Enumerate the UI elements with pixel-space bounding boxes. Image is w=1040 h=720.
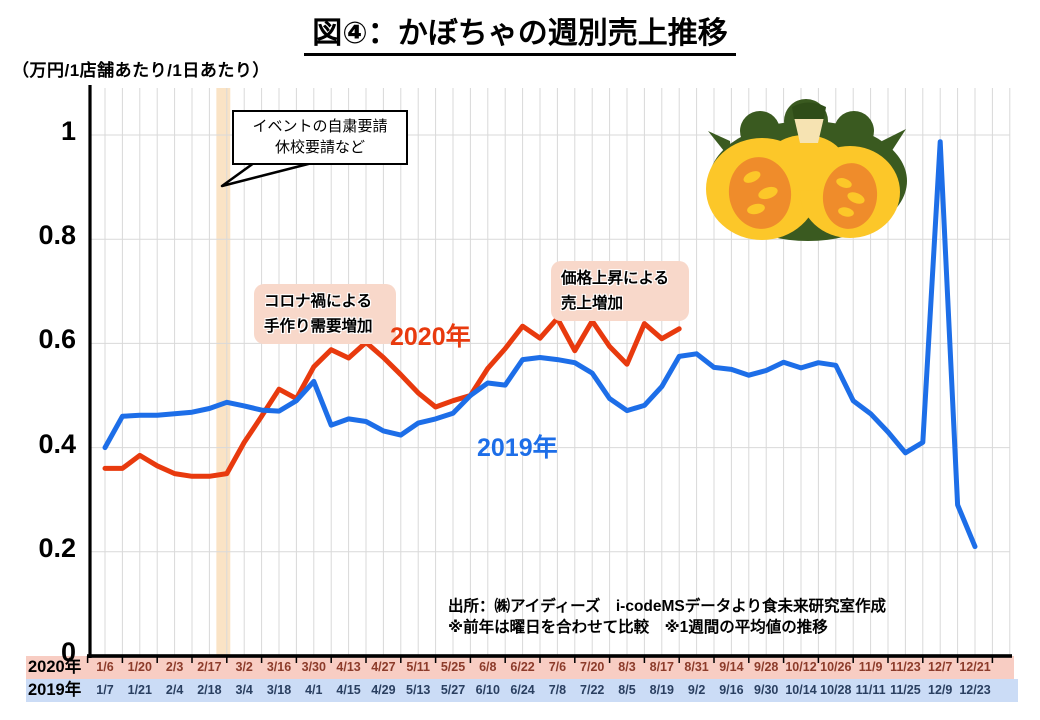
x-date-label-2020年: 10/26 [820,660,852,674]
annotation-corona-demand: コロナ禍による 手作り需要増加 [254,284,396,345]
x-date-label-2020年: 11/23 [890,660,921,674]
x-date-label-2019年: 3/4 [235,683,253,697]
y-tick-label: 0.6 [38,324,76,355]
x-axis-row-label-2019: 2019年 [28,681,82,699]
x-date-label-2020年: 1/20 [127,660,152,674]
x-axis-dates-2019: 1/7 1/21 2/4 2/18 3/4 3/18 4/1 4/15 4/29 5/13 5/27… [0,679,1040,702]
x-date-label-2019年: 11/11 [855,683,886,697]
y-tick-label: 1 [60,116,76,146]
x-axis-strip-2020 [26,656,1014,679]
series-line-2020年 [102,315,682,479]
event-callout-line1: イベントの自粛要請 [252,118,388,135]
page-title-text: 図④：かぼちゃの週別売上推移 [304,17,736,56]
x-date-label-2020年: 10/12 [785,660,817,674]
annotation-corona-line1: コロナ禍による [264,293,373,310]
x-date-label-2020年: 5/25 [440,660,466,674]
annotation-price-line2: 売上増加 [561,295,624,313]
pumpkin-icon [706,99,907,241]
annotation-price-line1: 価格上昇による [561,270,670,287]
x-date-label-2020年: 12/21 [959,660,991,674]
x-date-label-2019年: 9/2 [687,683,706,697]
x-date-label-2019年: 10/14 [785,683,817,697]
x-axis-row-label-2020: 2020年 [28,658,82,676]
source-note: 出所：㈱アイディーズ i-codeMSデータより食未来研究室作成 ※前年は曜日を… [448,597,886,639]
y-tick-label: 0.4 [38,428,76,459]
x-date-label-2019年: 10/28 [820,683,852,697]
y-tick-label: 0.2 [38,532,76,563]
x-date-label-2020年: 11/9 [858,660,883,674]
x-date-label-2019年: 6/10 [475,683,500,697]
axes [86,85,1012,663]
event-callout-line2: 休校要請など [274,139,365,156]
annotation-corona-line2: 手作り需要増加 [264,318,373,336]
x-date-label-2019年: 1/21 [127,683,152,697]
x-date-label-2020年: 9/28 [754,660,779,674]
x-date-label-2020年: 4/13 [336,660,361,674]
event-highlight-band [216,88,231,656]
x-date-label-2020年: 3/30 [301,660,326,674]
x-date-label-2019年: 3/18 [266,683,292,697]
annotation-price-increase: 価格上昇による 売上増加 [551,261,689,322]
series-line-2019年 [102,139,978,550]
x-date-label-2019年: 5/27 [440,683,466,697]
x-date-label-2020年: 8/17 [649,660,674,674]
x-date-label-2020年: 4/27 [371,660,396,674]
x-date-label-2019年: 11/25 [890,683,921,697]
x-date-label-2019年: 2/18 [197,683,222,697]
source-line1: 出所：㈱アイディーズ i-codeMSデータより食未来研究室作成 [448,598,886,615]
x-date-label-2019年: 8/5 [618,683,636,697]
x-date-label-2019年: 5/13 [406,683,431,697]
y-axis-unit-label: （万円/1店舗あたり/1日あたり） [12,61,270,80]
x-date-label-2020年: 7/20 [580,660,605,674]
x-date-label-2020年: 3/2 [235,660,253,674]
x-date-label-2020年: 9/14 [719,660,744,674]
x-date-label-2020年: 12/7 [928,660,953,674]
x-date-label-2019年: 4/15 [336,683,361,697]
source-line2: ※前年は曜日を合わせて比較 ※1週間の平均値の推移 [448,618,828,636]
x-date-label-2019年: 8/19 [649,683,674,697]
x-date-label-2019年: 9/30 [754,683,779,697]
series-label-2020: 2020年 [390,323,471,351]
x-date-label-2019年: 12/9 [928,683,953,697]
x-date-label-2019年: 4/29 [371,683,396,697]
x-date-label-2019年: 6/24 [510,683,535,697]
x-date-label-2020年: 3/16 [266,660,292,674]
x-date-label-2019年: 4/1 [305,683,323,697]
series-label-2019: 2019年 [477,434,558,462]
pumpkin-illustration [706,99,907,241]
x-date-label-2019年: 7/22 [580,683,605,697]
x-date-label-2020年: 8/3 [618,660,636,674]
x-axis-strip-2019 [26,679,1018,702]
x-date-label-2020年: 1/6 [96,660,114,674]
gridlines [90,88,1011,656]
x-date-label-2020年: 8/31 [684,660,709,674]
x-date-label-2020年: 2/17 [197,660,222,674]
x-date-label-2019年: 9/16 [719,683,744,697]
x-axis-dates-2020: 1/6 1/20 2/3 2/17 3/2 3/16 3/30 4/13 4/27 5/11 5/2… [0,656,1040,679]
x-date-label-2019年: 1/7 [96,683,114,697]
x-date-label-2019年: 12/23 [959,683,991,697]
y-tick-label: 0 [60,637,76,667]
x-date-label-2020年: 5/11 [406,660,431,674]
x-date-label-2019年: 2/4 [165,683,184,697]
x-date-label-2020年: 6/22 [510,660,535,674]
x-date-label-2020年: 7/6 [548,660,567,674]
x-date-label-2019年: 7/8 [548,683,567,697]
page-title: 図④：かぼちゃの週別売上推移 [0,8,1040,56]
y-tick-label: 0.8 [38,220,76,251]
event-callout: イベントの自粛要請 休校要請など [232,110,408,165]
x-date-label-2020年: 6/8 [479,660,497,674]
x-date-label-2020年: 2/3 [165,660,184,674]
